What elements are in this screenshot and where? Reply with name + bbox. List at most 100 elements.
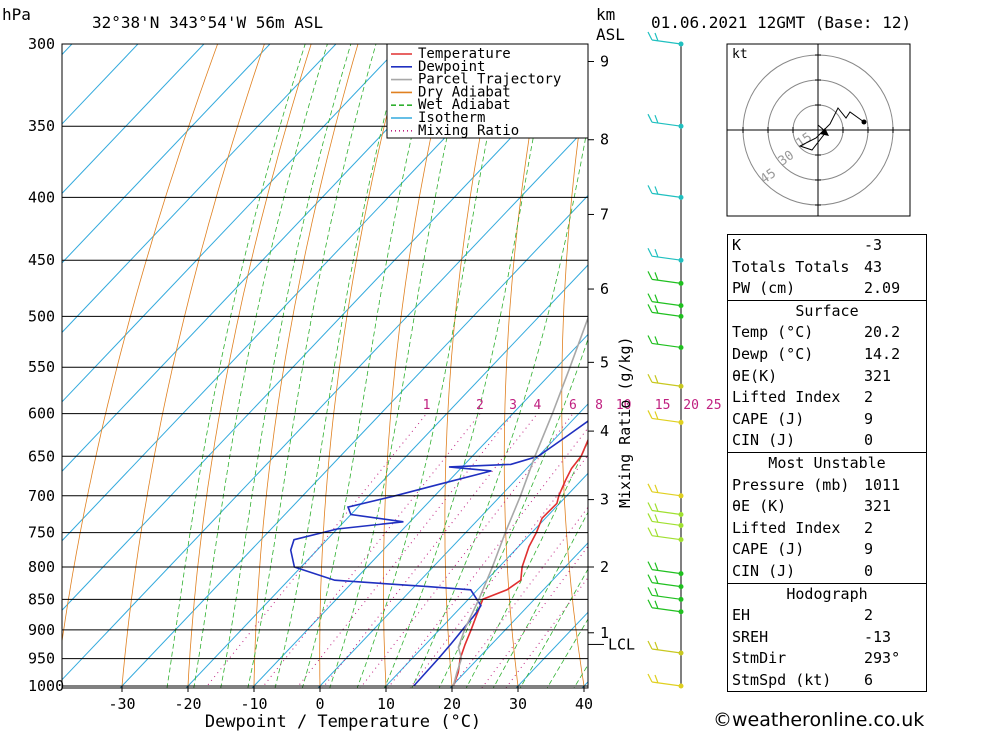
pressure-tick-label: 950 bbox=[28, 650, 55, 668]
isotherm-line bbox=[251, 333, 588, 688]
pressure-tick-label: 500 bbox=[28, 307, 55, 325]
most-unstable-title: Most Unstable bbox=[768, 453, 886, 472]
pressure-tick-label: 750 bbox=[28, 524, 55, 542]
indices-table: K -3 Totals Totals 43 PW (cm) 2.09 Surface Te… bbox=[727, 234, 927, 693]
row-label: CIN (J) bbox=[732, 561, 796, 580]
wind-barb bbox=[647, 561, 684, 577]
dry-adiabat-line bbox=[62, 44, 219, 645]
dry-adiabat-line bbox=[671, 0, 722, 712]
pressure-tick-label: 650 bbox=[28, 447, 55, 465]
wet-adiabat-line bbox=[220, 44, 352, 688]
mixing-ratio-line bbox=[409, 454, 588, 688]
table-row: StmDir 293° bbox=[728, 648, 926, 670]
pressure-tick-label: 600 bbox=[28, 405, 55, 423]
row-label: StmDir bbox=[732, 649, 787, 668]
mixing-ratio-label: 1 bbox=[423, 398, 431, 413]
isotherm-line bbox=[62, 44, 271, 264]
wind-barb bbox=[647, 673, 684, 689]
height-unit-label: km bbox=[596, 5, 615, 24]
x-tick-label: -10 bbox=[240, 695, 267, 713]
plot-frame bbox=[61, 43, 589, 689]
wet-adiabat-line bbox=[193, 44, 328, 688]
table-row: EH 2 bbox=[728, 605, 926, 627]
x-tick-label: 10 bbox=[377, 695, 395, 713]
row-label: StmSpd (kt) bbox=[732, 670, 832, 689]
row-label: CIN (J) bbox=[732, 431, 796, 450]
wind-barb bbox=[647, 113, 684, 129]
mixing-ratio-line bbox=[505, 576, 588, 688]
mixing-ratio-line bbox=[321, 413, 538, 688]
legend-label: Temperature bbox=[418, 46, 511, 62]
row-value: 9 bbox=[864, 409, 874, 428]
pressure-tick-label: 800 bbox=[28, 558, 55, 576]
pressure-tick-label: 350 bbox=[28, 117, 55, 135]
isotherm-line bbox=[62, 44, 139, 125]
isotherm-line bbox=[62, 44, 73, 56]
table-row: Pressure (mb) 1011 bbox=[728, 475, 926, 497]
wet-adiabat-line bbox=[519, 568, 588, 688]
wind-barb bbox=[647, 185, 684, 200]
height-tick-label: 4 bbox=[600, 422, 609, 440]
row-value: 2 bbox=[864, 518, 874, 537]
pressure-tick-label: 400 bbox=[28, 188, 55, 206]
row-value: 293° bbox=[864, 649, 901, 668]
series-temperature bbox=[452, 438, 588, 687]
row-label: PW (cm) bbox=[732, 279, 796, 298]
row-label: Dewp (°C) bbox=[732, 344, 814, 363]
x-tick-label: -30 bbox=[108, 695, 135, 713]
height-unit-asl: ASL bbox=[596, 25, 625, 44]
pressure-tick-label: 700 bbox=[28, 487, 55, 505]
table-row: SREH -13 bbox=[728, 627, 926, 649]
wind-barb bbox=[647, 373, 684, 389]
pressure-tick-label: 1000 bbox=[28, 677, 64, 695]
mixing-ratio-line bbox=[359, 413, 574, 688]
row-value: 20.2 bbox=[864, 323, 901, 342]
wind-barb bbox=[647, 304, 684, 319]
surface-title: Surface bbox=[795, 301, 859, 320]
wind-barb bbox=[647, 410, 684, 425]
wind-barb bbox=[647, 483, 684, 499]
isotherm-line bbox=[449, 542, 588, 688]
table-row: Totals Totals 43 bbox=[728, 257, 926, 279]
pressure-unit-label: hPa bbox=[2, 5, 31, 24]
row-value: -13 bbox=[864, 627, 892, 646]
isotherm-line bbox=[62, 44, 205, 195]
row-label: Lifted Index bbox=[732, 518, 841, 537]
axis-labels: 3003504004505005506006507007508008509009… bbox=[28, 35, 593, 732]
row-value: 0 bbox=[864, 561, 874, 580]
wet-adiabat-line bbox=[546, 618, 588, 688]
wet-adiabat-line bbox=[384, 44, 552, 688]
pressure-tick-label: 450 bbox=[28, 251, 55, 269]
mixing-ratio-label: 3 bbox=[509, 398, 517, 413]
table-row: θE(K) 321 bbox=[728, 366, 926, 388]
height-tick-label: 1 bbox=[600, 624, 609, 642]
wind-barb bbox=[647, 513, 684, 528]
row-label: CAPE (J) bbox=[732, 409, 805, 428]
wind-barb bbox=[647, 574, 684, 590]
row-value: 9 bbox=[864, 540, 874, 559]
table-row: θE (K) 321 bbox=[728, 496, 926, 518]
mixing-ratio-label: 25 bbox=[706, 398, 722, 413]
wind-barb bbox=[647, 599, 684, 615]
row-label: Pressure (mb) bbox=[732, 475, 850, 494]
hodograph-unit: kt bbox=[732, 47, 748, 62]
legend-label: Parcel Trajectory bbox=[418, 72, 561, 88]
mixing-ratio-label: 2 bbox=[476, 398, 484, 413]
row-label: θE(K) bbox=[732, 366, 778, 385]
mixing-ratio-label: 6 bbox=[569, 398, 577, 413]
table-row: Lifted Index 2 bbox=[728, 387, 926, 409]
table-row: Dewp (°C) 14.2 bbox=[728, 344, 926, 366]
row-label: Totals Totals bbox=[732, 257, 850, 276]
wind-barb bbox=[647, 247, 684, 263]
series-dewpoint bbox=[289, 420, 588, 687]
x-tick-label: 40 bbox=[575, 695, 593, 713]
legend-label: Dry Adiabat bbox=[418, 84, 511, 100]
wind-barbs bbox=[647, 31, 684, 689]
location-title: 32°38'N 343°54'W 56m ASL bbox=[92, 13, 323, 32]
row-value: 6 bbox=[864, 670, 874, 689]
height-tick-label: 7 bbox=[600, 205, 609, 223]
height-tick-label: 2 bbox=[600, 558, 609, 576]
wind-barb bbox=[647, 335, 684, 350]
wet-adiabat-line bbox=[301, 44, 435, 688]
